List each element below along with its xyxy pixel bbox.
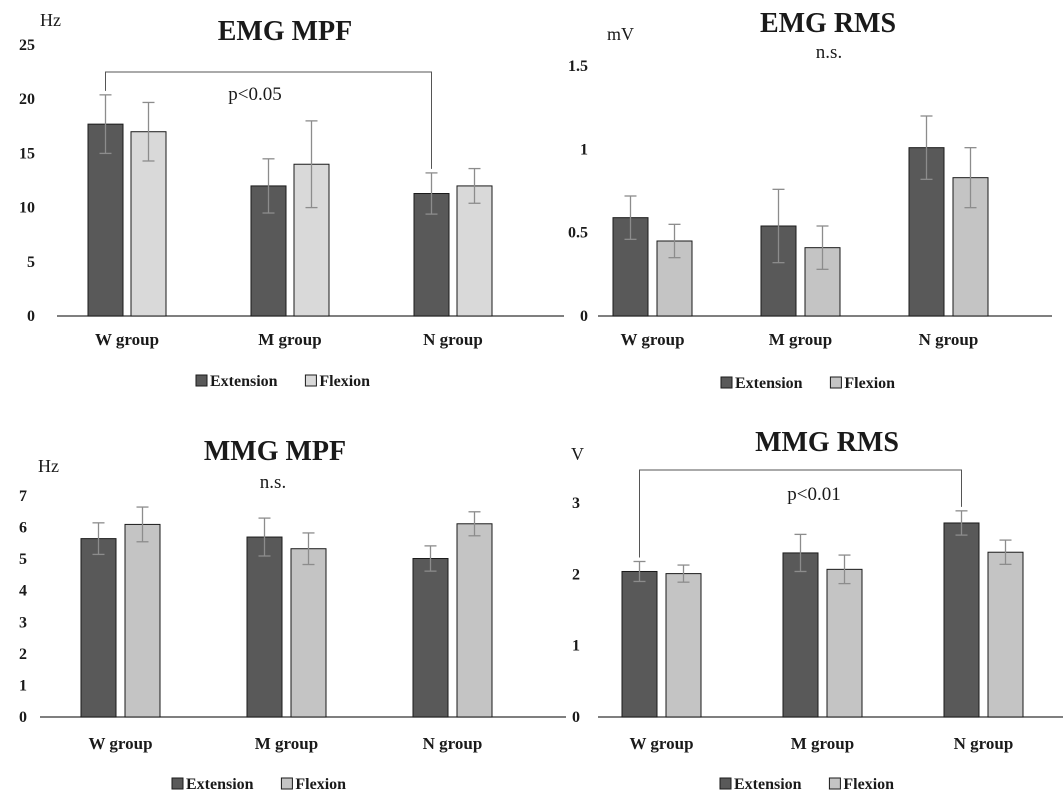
bar-extension-n-group xyxy=(412,558,449,718)
significance-annotation: n.s. xyxy=(260,472,286,493)
x-tick-label: W group xyxy=(88,734,152,753)
bar-flexion-n-group xyxy=(456,185,493,317)
bar-extension-w-group xyxy=(80,538,117,718)
chart-title: EMG RMS xyxy=(760,8,896,39)
y-tick-label: 0 xyxy=(572,709,580,726)
y-tick-label: 1 xyxy=(572,638,580,655)
legend-item-flexion: Flexion xyxy=(829,375,895,392)
y-axis-unit: Hz xyxy=(38,456,59,476)
bar-flexion-n-group xyxy=(456,523,493,718)
bar-extension-m-group xyxy=(782,552,819,718)
bar-flexion-m-group xyxy=(826,568,863,718)
y-tick-label: 10 xyxy=(19,200,35,217)
y-tick-label: 1 xyxy=(19,677,27,694)
bar-extension-w-group xyxy=(87,123,124,317)
legend-swatch-flexion xyxy=(828,777,841,790)
bar-extension-n-group xyxy=(943,522,980,718)
y-tick-label: 25 xyxy=(19,37,35,54)
legend-item-extension: Extension xyxy=(195,373,278,390)
y-axis-unit: V xyxy=(571,444,584,464)
y-tick-label: 0 xyxy=(27,308,35,325)
y-tick-label: 15 xyxy=(19,145,35,162)
y-tick-label: 1.5 xyxy=(568,58,588,75)
y-tick-label: 2 xyxy=(572,566,580,583)
legend-item-flexion: Flexion xyxy=(828,776,894,793)
significance-annotation: p<0.01 xyxy=(787,484,840,505)
y-tick-label: 0 xyxy=(580,308,588,325)
legend-swatch-extension xyxy=(719,777,732,790)
x-tick-label: N group xyxy=(954,734,1014,753)
y-tick-label: 1 xyxy=(580,141,588,158)
legend-item-flexion: Flexion xyxy=(280,776,346,793)
bar-flexion-m-group xyxy=(290,548,327,718)
x-tick-label: M group xyxy=(769,330,832,349)
x-tick-label: W group xyxy=(629,734,693,753)
legend-label: Flexion xyxy=(843,776,894,793)
y-axis-unit: mV xyxy=(607,24,634,44)
legend-swatch-flexion xyxy=(304,374,317,387)
y-tick-label: 4 xyxy=(19,583,27,600)
legend-swatch-extension xyxy=(720,376,733,389)
bar-flexion-w-group xyxy=(130,131,167,317)
y-tick-label: 7 xyxy=(19,488,27,505)
bar-flexion-w-group xyxy=(665,573,702,718)
y-tick-label: 3 xyxy=(19,614,27,631)
bar-extension-m-group xyxy=(246,536,283,718)
legend-label: Flexion xyxy=(295,776,346,793)
legend-label: Extension xyxy=(210,373,278,390)
legend-label: Extension xyxy=(186,776,254,793)
legend-item-extension: Extension xyxy=(719,776,802,793)
significance-bracket xyxy=(105,71,432,169)
x-tick-label: M group xyxy=(255,734,318,753)
legend-swatch-extension xyxy=(171,777,184,790)
significance-annotation: p<0.05 xyxy=(228,84,281,105)
chart-emg-mpf: EMG MPF Hz 0 5 10 15 20 25 W group M group N group… xyxy=(19,10,564,390)
y-tick-label: 5 xyxy=(27,254,35,271)
chart-mmg-rms: MMG RMS V 0 1 2 3 W group M group N group p<0.01 E… xyxy=(571,427,1063,793)
legend-item-flexion: Flexion xyxy=(304,373,370,390)
chart-title: MMG RMS xyxy=(755,427,899,458)
legend-item-extension: Extension xyxy=(720,375,803,392)
x-tick-label: W group xyxy=(620,330,684,349)
x-tick-label: N group xyxy=(919,330,979,349)
x-tick-label: W group xyxy=(95,330,159,349)
y-tick-label: 3 xyxy=(572,495,580,512)
chart-title: EMG MPF xyxy=(218,16,353,47)
y-tick-label: 0.5 xyxy=(568,225,588,242)
legend-swatch-extension xyxy=(195,374,208,387)
x-tick-label: M group xyxy=(258,330,321,349)
legend-label: Extension xyxy=(734,776,802,793)
chart-mmg-mpf: MMG MPF Hz 0 1 2 3 4 5 6 7 W group M group N group n.… xyxy=(19,436,566,793)
chart-title: MMG MPF xyxy=(204,436,346,467)
significance-annotation: n.s. xyxy=(816,42,842,63)
significance-bracket xyxy=(639,469,962,558)
bar-flexion-w-group xyxy=(124,523,161,718)
y-axis-unit: Hz xyxy=(40,10,61,30)
bar-flexion-n-group xyxy=(987,551,1024,718)
legend-swatch-flexion xyxy=(280,777,293,790)
bar-extension-w-group xyxy=(621,570,658,718)
y-tick-label: 2 xyxy=(19,646,27,663)
legend-label: Flexion xyxy=(844,375,895,392)
legend-label: Flexion xyxy=(319,373,370,390)
legend-label: Extension xyxy=(735,375,803,392)
x-tick-label: M group xyxy=(791,734,854,753)
y-tick-label: 5 xyxy=(19,551,27,568)
y-tick-label: 20 xyxy=(19,91,35,108)
legend-item-extension: Extension xyxy=(171,776,254,793)
x-tick-label: N group xyxy=(423,734,483,753)
y-tick-label: 6 xyxy=(19,520,27,537)
y-tick-label: 0 xyxy=(19,709,27,726)
legend-swatch-flexion xyxy=(829,376,842,389)
x-tick-label: N group xyxy=(423,330,483,349)
chart-emg-rms: EMG RMS mV 0 0.5 1 1.5 W group M group N group n.… xyxy=(568,8,1052,392)
